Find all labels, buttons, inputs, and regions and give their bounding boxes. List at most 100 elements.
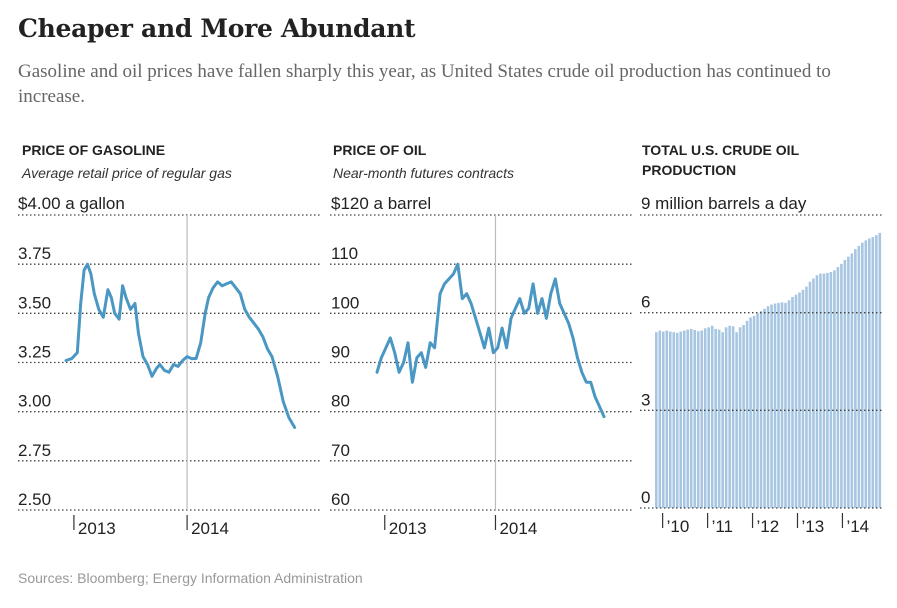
production-bar <box>731 326 735 508</box>
production-bar <box>836 267 840 508</box>
production-bar <box>815 275 819 508</box>
production-bar <box>822 273 826 508</box>
production-bar <box>728 325 731 508</box>
production-bar <box>756 313 759 508</box>
oil-y-tick-label: 80 <box>331 392 350 411</box>
gasoline-y-tick-label: 3.75 <box>18 244 51 263</box>
oil-y-tick-label: 90 <box>331 343 350 362</box>
oil-chart-subtitle: Near-month futures contracts <box>333 165 515 181</box>
production-bar <box>675 332 679 508</box>
gasoline-chart-title: PRICE OF GASOLINE <box>22 142 166 158</box>
production-bar <box>703 328 707 508</box>
production-bar <box>868 238 871 508</box>
production-bar <box>655 332 658 508</box>
production-bar <box>714 328 717 508</box>
production-bar <box>742 325 745 508</box>
production-y-tick-label: 6 <box>641 293 650 312</box>
production-bar <box>847 256 850 508</box>
production-x-tick-label: ’12 <box>757 517 780 536</box>
production-unit-label: 9 million barrels a day <box>641 194 807 213</box>
production-y-tick-label: 0 <box>641 488 650 507</box>
production-bar <box>770 304 773 508</box>
production-chart-title: TOTAL U.S. CRUDE OIL PRODUCTION <box>642 142 799 178</box>
production-bar <box>829 271 833 508</box>
production-bar <box>843 259 847 508</box>
production-bar <box>833 270 836 508</box>
production-bar <box>805 286 808 508</box>
production-bar <box>661 331 665 508</box>
production-bar <box>665 330 669 508</box>
production-bar <box>724 327 728 508</box>
production-bar <box>710 325 714 508</box>
production-bar <box>801 289 805 508</box>
production-bar <box>773 303 777 508</box>
gasoline-x-tick-label: 2014 <box>191 519 229 538</box>
production-bar <box>854 249 857 508</box>
production-y-tick-label: 3 <box>641 390 650 409</box>
gasoline-price-line <box>64 262 297 429</box>
production-bar <box>696 331 700 508</box>
production-bar <box>857 245 861 508</box>
gasoline-y-tick-label: 3.50 <box>18 293 51 312</box>
production-bar <box>871 237 875 508</box>
production-x-tick-label: ’14 <box>846 517 869 536</box>
gasoline-chart-subtitle: Average retail price of regular gas <box>22 165 232 181</box>
oil-y-tick-label: 100 <box>331 293 359 312</box>
production-x-tick-label: ’11 <box>712 517 733 536</box>
production-bar <box>875 235 878 508</box>
gasoline-y-tick-label: 3.25 <box>18 343 51 362</box>
production-bar <box>738 327 742 508</box>
oil-price-line <box>375 262 606 419</box>
production-bar <box>707 327 710 508</box>
page-subtitle: Gasoline and oil prices have fallen shar… <box>18 61 831 107</box>
oil-x-tick-label: 2013 <box>389 519 427 538</box>
oil-chart-title: PRICE OF OIL <box>333 142 427 158</box>
production-bar <box>812 278 815 508</box>
production-bar <box>763 308 766 508</box>
production-bar <box>784 302 787 508</box>
production-bar <box>721 332 724 508</box>
oil-x-tick-label: 2014 <box>499 519 537 538</box>
production-bar <box>850 253 854 508</box>
gasoline-y-tick-label: 2.50 <box>18 490 51 509</box>
production-bar <box>808 281 812 508</box>
oil-y-tick-label: 70 <box>331 441 350 460</box>
production-bar <box>749 317 752 508</box>
production-bar <box>864 240 868 508</box>
production-bar <box>682 330 686 508</box>
production-bar <box>780 302 784 508</box>
source-note: Sources: Bloomberg; Energy Information A… <box>18 570 363 586</box>
oil-y-tick-label: 60 <box>331 490 350 509</box>
oil-unit-label: $120 a barrel <box>331 194 431 213</box>
production-bar <box>840 263 843 508</box>
production-bar <box>700 330 703 508</box>
production-bar <box>717 329 721 508</box>
production-bar <box>861 242 864 509</box>
production-bar <box>826 272 829 508</box>
production-bar <box>759 311 763 508</box>
production-bar <box>752 315 756 508</box>
production-bar <box>686 329 690 508</box>
production-bar <box>766 306 770 508</box>
gasoline-y-tick-label: 2.75 <box>18 441 51 460</box>
production-bar <box>693 329 697 508</box>
production-bar <box>672 332 676 508</box>
production-bar <box>787 300 791 508</box>
gasoline-x-tick-label: 2013 <box>78 519 116 538</box>
production-bar <box>658 330 662 508</box>
production-x-tick-label: ’13 <box>801 517 824 536</box>
production-bar <box>819 273 822 508</box>
production-bar <box>794 294 798 508</box>
production-bar <box>798 292 801 508</box>
page-title: Cheaper and More Abundant <box>18 14 416 43</box>
production-bar <box>689 328 693 508</box>
oil-y-tick-label: 110 <box>331 244 358 263</box>
production-bar <box>735 332 738 508</box>
production-bar <box>668 331 672 508</box>
gasoline-y-tick-label: 3.00 <box>18 392 51 411</box>
production-bar <box>791 297 794 508</box>
production-bar <box>745 320 749 508</box>
production-bar <box>878 232 882 508</box>
production-bar <box>679 331 683 508</box>
